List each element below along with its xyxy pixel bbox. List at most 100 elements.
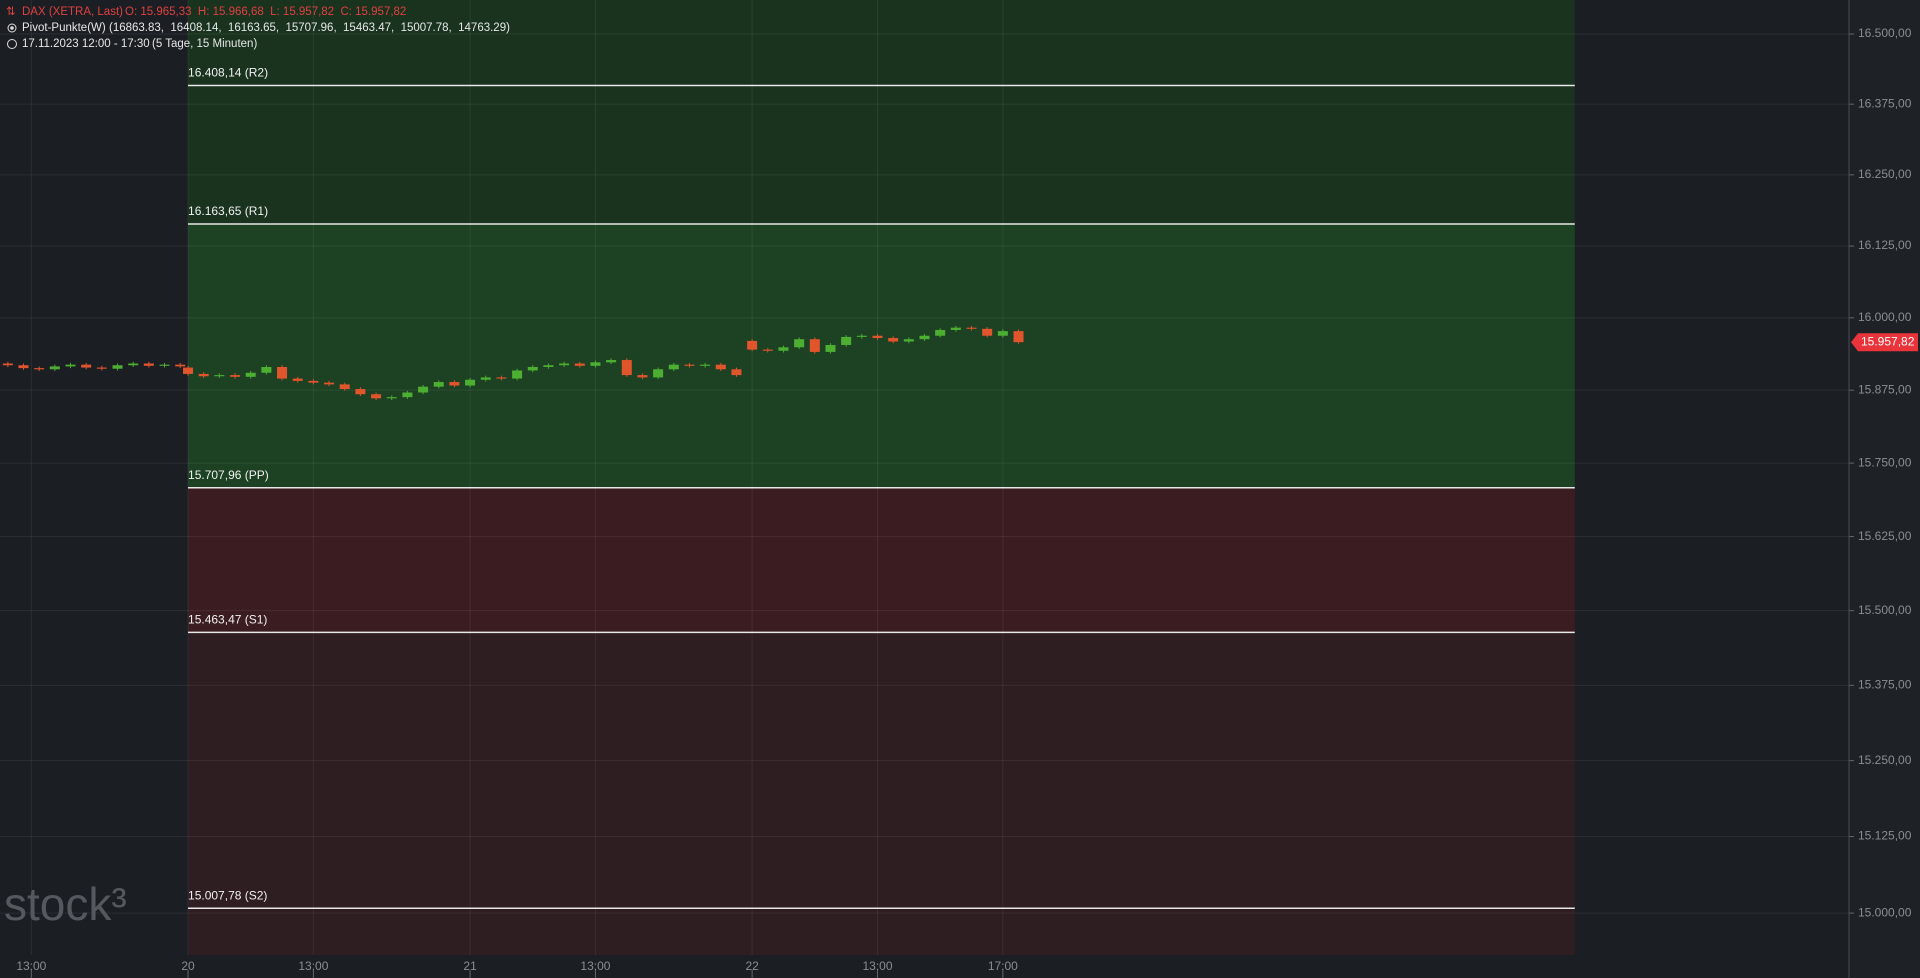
period: 17.11.2023 12:00 - 17:30: [22, 38, 150, 50]
candle-body: [324, 382, 335, 385]
candle-body: [809, 339, 820, 352]
candle-body: [418, 386, 429, 393]
candle-body: [2, 363, 13, 366]
candle-body: [183, 367, 194, 374]
header: ⇅ DAX (XETRA, Last) O: 15.965,33 H: 15.9…: [6, 6, 510, 50]
candle-body: [49, 366, 60, 370]
candle-body: [18, 365, 29, 369]
pivot-label: 16.163,65 (R1): [188, 204, 268, 218]
candle-body: [903, 339, 914, 342]
pivot-label: 15.007,78 (S2): [188, 888, 267, 902]
y-tick-label: 16.250,00: [1858, 167, 1912, 181]
candle-body: [81, 364, 92, 368]
y-tick-label: 16.500,00: [1858, 26, 1912, 40]
candle-body: [402, 392, 413, 398]
candle-body: [825, 344, 836, 352]
candle-body: [966, 327, 977, 329]
candle-body: [308, 380, 319, 383]
candle-body: [355, 389, 366, 395]
candle-body: [261, 366, 272, 373]
y-tick-label: 15.500,00: [1858, 603, 1912, 617]
x-tick-label: 22: [745, 959, 759, 973]
candle-body: [919, 335, 930, 340]
watermark: stock³: [4, 878, 127, 930]
x-tick-label: 17:00: [988, 959, 1018, 973]
candle-body: [637, 375, 648, 378]
candle-body: [590, 362, 601, 366]
y-tick-label: 15.750,00: [1858, 455, 1912, 469]
candle-body: [684, 364, 695, 366]
candle-body: [512, 370, 523, 379]
ohlc: O: 15.965,33 H: 15.966,68 L: 15.957,82 C…: [125, 6, 406, 18]
candle-body: [371, 394, 382, 399]
candle-body: [480, 377, 491, 380]
candle-body: [543, 365, 554, 367]
candle-body: [277, 366, 288, 379]
candle-body: [34, 368, 45, 370]
y-tick-label: 15.000,00: [1858, 905, 1912, 919]
y-tick-label: 16.375,00: [1858, 96, 1912, 110]
y-tick-label: 15.250,00: [1858, 753, 1912, 767]
y-tick-label: 15.375,00: [1858, 678, 1912, 692]
candle-body: [496, 377, 507, 379]
candle-body: [527, 366, 538, 371]
y-tick-label: 16.125,00: [1858, 238, 1912, 252]
candle-body: [997, 331, 1008, 336]
pivot-zone: [188, 223, 1575, 488]
icon: [7, 23, 17, 33]
candle-body: [888, 338, 899, 342]
instrument: DAX (XETRA, Last): [22, 6, 123, 18]
pivot-zone: [188, 0, 1575, 224]
candle-body: [230, 375, 241, 377]
pivot-lines: 16.408,14 (R2) 16.163,65 (R1) 15.707,96 (P…: [188, 66, 1575, 910]
candle-body: [653, 369, 664, 378]
x-tick-label: 13:00: [580, 959, 610, 973]
candle-body: [935, 329, 946, 336]
candle-body: [245, 372, 256, 377]
candle-body: [950, 327, 961, 330]
pivot-label: 15.707,96 (PP): [188, 468, 269, 482]
indicator-values: (16863.83, 16408.14, 16163.65, 15707.96,…: [109, 22, 510, 34]
candle-body: [128, 363, 139, 366]
candle-body: [292, 378, 303, 381]
candle-body: [159, 364, 170, 366]
y-tick-label: 15.125,00: [1858, 829, 1912, 843]
candle-body: [574, 363, 585, 366]
candle-body: [214, 375, 225, 377]
y-tick-label: 15.875,00: [1858, 382, 1912, 396]
candle-body: [606, 360, 617, 363]
candle-body: [559, 363, 570, 366]
y-tick-label: 16.000,00: [1858, 310, 1912, 324]
candle-body: [65, 364, 76, 367]
last-price-label: 15.957,82: [1861, 334, 1915, 348]
candle-body: [747, 340, 758, 350]
icon: [10, 26, 14, 30]
candle-body: [1013, 331, 1024, 343]
candle-body: [762, 349, 773, 351]
candle-body: [386, 397, 397, 399]
y-tick-label: 15.625,00: [1858, 529, 1912, 543]
icon: ⇅: [6, 6, 16, 18]
x-tick-label: 21: [463, 959, 477, 973]
x-tick-label: 13:00: [298, 959, 328, 973]
y-axis-panel: [1849, 0, 1920, 978]
candle-body: [449, 382, 460, 386]
pivot-zone: [188, 487, 1575, 633]
candle-body: [96, 367, 107, 369]
candle-body: [339, 384, 350, 390]
candle-body: [175, 364, 186, 367]
candle-body: [982, 328, 993, 336]
candle-body: [841, 336, 852, 345]
candle-body: [433, 382, 444, 387]
candle-body: [778, 347, 789, 351]
icon: [7, 39, 17, 49]
candle-body: [112, 365, 123, 369]
pivot-label: 15.463,47 (S1): [188, 613, 267, 627]
candle-body: [668, 364, 679, 370]
candle-body: [856, 335, 867, 337]
candle-body: [794, 339, 805, 348]
candle-body: [715, 364, 726, 370]
candle-body: [198, 373, 209, 377]
